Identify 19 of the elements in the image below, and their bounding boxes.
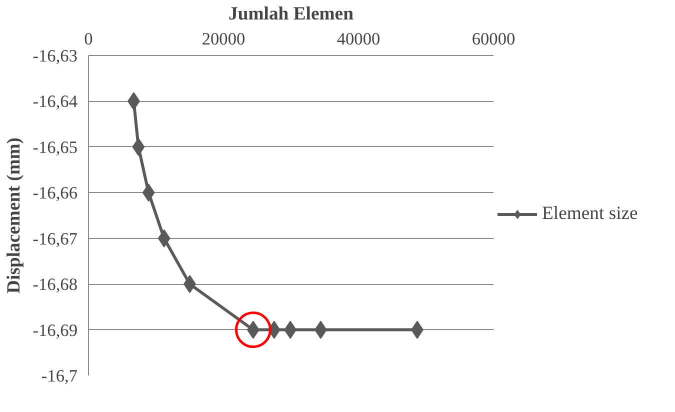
y-tick-label: -16,7 xyxy=(41,366,78,386)
x-tick-label: 20000 xyxy=(202,30,246,48)
x-tick-label: 40000 xyxy=(336,30,380,48)
x-axis-title: Jumlah Elemen xyxy=(228,4,354,24)
point xyxy=(158,229,170,248)
legend-label: Element size xyxy=(542,203,638,225)
point xyxy=(142,184,155,202)
y-tick-label: -16,65 xyxy=(32,138,78,157)
y-tick-label: -16,69 xyxy=(32,320,78,340)
point xyxy=(234,312,272,348)
x-tick-label: 60000 xyxy=(472,30,516,48)
y-tick-label: -16,64 xyxy=(32,92,78,112)
y-tick-label: -16,66 xyxy=(32,184,78,203)
y-axis-title: Displacement (mm) xyxy=(4,138,25,294)
y-tick-label: -16,68 xyxy=(32,275,78,294)
y-tick-label: -16,67 xyxy=(32,229,78,248)
x-tick-label: 0 xyxy=(84,30,93,48)
y-tick-label: -16,63 xyxy=(32,46,78,66)
point xyxy=(132,138,145,156)
